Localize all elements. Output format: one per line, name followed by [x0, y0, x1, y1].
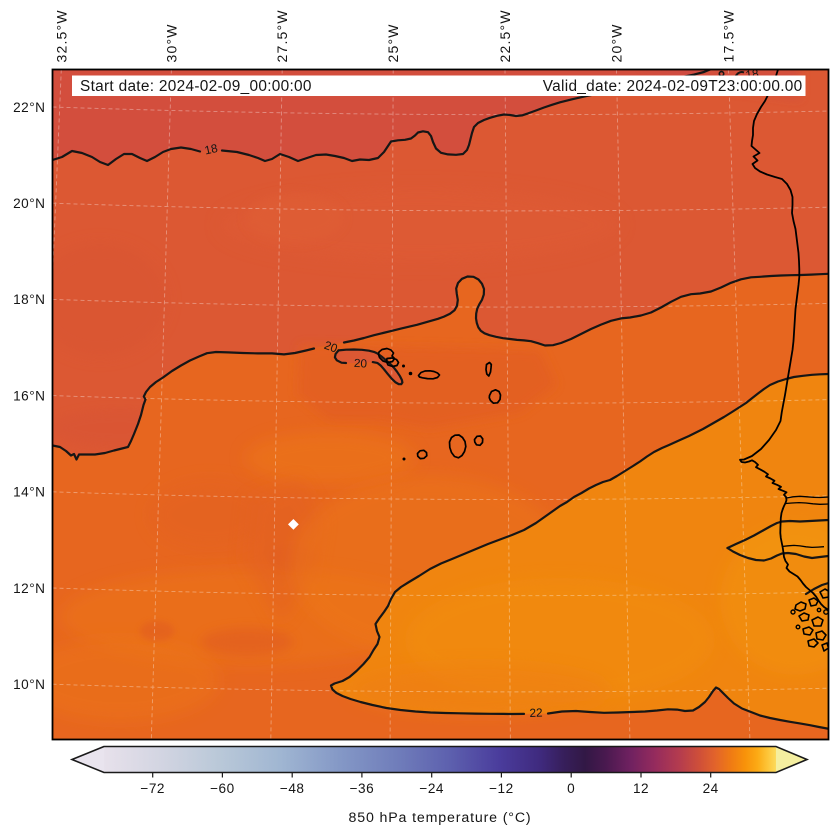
- svg-text:0: 0: [567, 781, 575, 796]
- svg-text:20°N: 20°N: [13, 196, 45, 211]
- svg-text:−24: −24: [419, 781, 444, 796]
- svg-text:18: 18: [203, 141, 219, 158]
- svg-text:27.5°W: 27.5°W: [274, 9, 290, 62]
- svg-text:22.5°W: 22.5°W: [497, 9, 513, 62]
- svg-text:24: 24: [703, 781, 719, 796]
- svg-text:30°W: 30°W: [163, 23, 179, 62]
- svg-text:10°N: 10°N: [13, 677, 45, 692]
- svg-text:22°N: 22°N: [13, 100, 45, 115]
- svg-text:32.5°W: 32.5°W: [53, 9, 69, 62]
- svg-text:−12: −12: [489, 781, 514, 796]
- svg-text:20°W: 20°W: [609, 23, 625, 62]
- svg-text:−36: −36: [350, 781, 375, 796]
- svg-text:12°N: 12°N: [13, 581, 45, 596]
- svg-text:16°N: 16°N: [13, 388, 45, 403]
- svg-text:25°W: 25°W: [385, 23, 401, 62]
- svg-text:−72: −72: [140, 781, 165, 796]
- svg-text:12: 12: [633, 781, 649, 796]
- svg-text:20: 20: [354, 356, 368, 371]
- svg-text:14°N: 14°N: [13, 485, 45, 500]
- svg-text:18°N: 18°N: [13, 292, 45, 307]
- svg-text:17.5°W: 17.5°W: [721, 9, 737, 62]
- svg-text:20: 20: [322, 338, 340, 356]
- svg-text:Valid_date: 2024-02-09T23:00:0: Valid_date: 2024-02-09T23:00:00.00: [543, 78, 803, 95]
- svg-text:22: 22: [529, 706, 543, 720]
- svg-text:−48: −48: [280, 781, 305, 796]
- svg-text:Start date: 2024-02-09_00:00:0: Start date: 2024-02-09_00:00:00: [80, 78, 312, 95]
- svg-text:850 hPa temperature (°C): 850 hPa temperature (°C): [348, 810, 531, 826]
- svg-text:−60: −60: [210, 781, 235, 796]
